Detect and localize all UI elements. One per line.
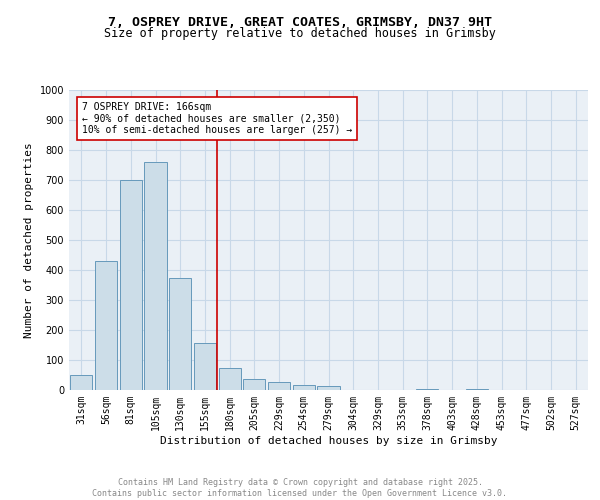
Bar — [194, 343, 216, 390]
Bar — [243, 379, 265, 390]
Text: 7, OSPREY DRIVE, GREAT COATES, GRIMSBY, DN37 9HT: 7, OSPREY DRIVE, GREAT COATES, GRIMSBY, … — [108, 16, 492, 29]
Bar — [169, 278, 191, 390]
Text: 7 OSPREY DRIVE: 166sqm
← 90% of detached houses are smaller (2,350)
10% of semi-: 7 OSPREY DRIVE: 166sqm ← 90% of detached… — [82, 102, 352, 135]
Bar — [95, 261, 117, 390]
Bar — [218, 368, 241, 390]
Bar — [293, 385, 315, 390]
Text: Size of property relative to detached houses in Grimsby: Size of property relative to detached ho… — [104, 28, 496, 40]
Bar — [466, 388, 488, 390]
Bar — [119, 180, 142, 390]
Y-axis label: Number of detached properties: Number of detached properties — [24, 142, 34, 338]
Text: Contains HM Land Registry data © Crown copyright and database right 2025.
Contai: Contains HM Land Registry data © Crown c… — [92, 478, 508, 498]
Bar — [70, 375, 92, 390]
X-axis label: Distribution of detached houses by size in Grimsby: Distribution of detached houses by size … — [160, 436, 497, 446]
Bar — [145, 162, 167, 390]
Bar — [416, 388, 439, 390]
Bar — [317, 386, 340, 390]
Bar — [268, 382, 290, 390]
